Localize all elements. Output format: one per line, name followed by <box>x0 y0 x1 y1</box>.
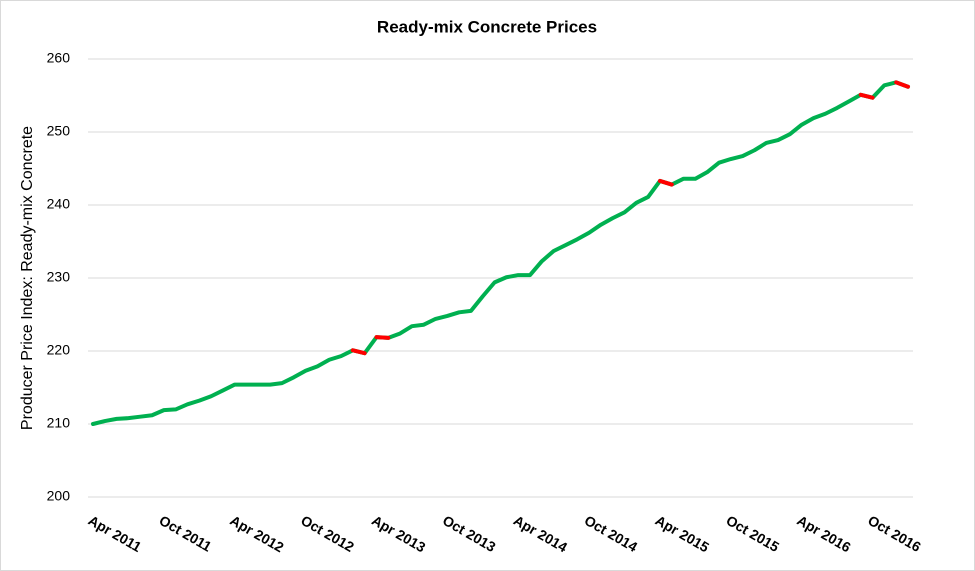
y-tick-label: 240 <box>47 196 71 212</box>
chart-title: Ready-mix Concrete Prices <box>377 17 597 36</box>
y-tick-label: 210 <box>47 415 71 431</box>
y-tick-label: 260 <box>47 50 71 66</box>
decrease-segment <box>657 178 674 187</box>
decrease-segment <box>350 348 367 356</box>
y-axis-label: Producer Price Index: Ready-mix Concrete <box>19 126 36 430</box>
decrease-segment <box>374 335 391 340</box>
y-tick-label: 200 <box>47 488 71 504</box>
decrease-segment <box>894 80 910 89</box>
y-tick-label: 230 <box>47 269 71 285</box>
price-line <box>91 80 910 426</box>
y-tick-label: 250 <box>47 123 71 139</box>
decrease-segment <box>858 92 875 100</box>
y-tick-label: 220 <box>47 342 71 358</box>
